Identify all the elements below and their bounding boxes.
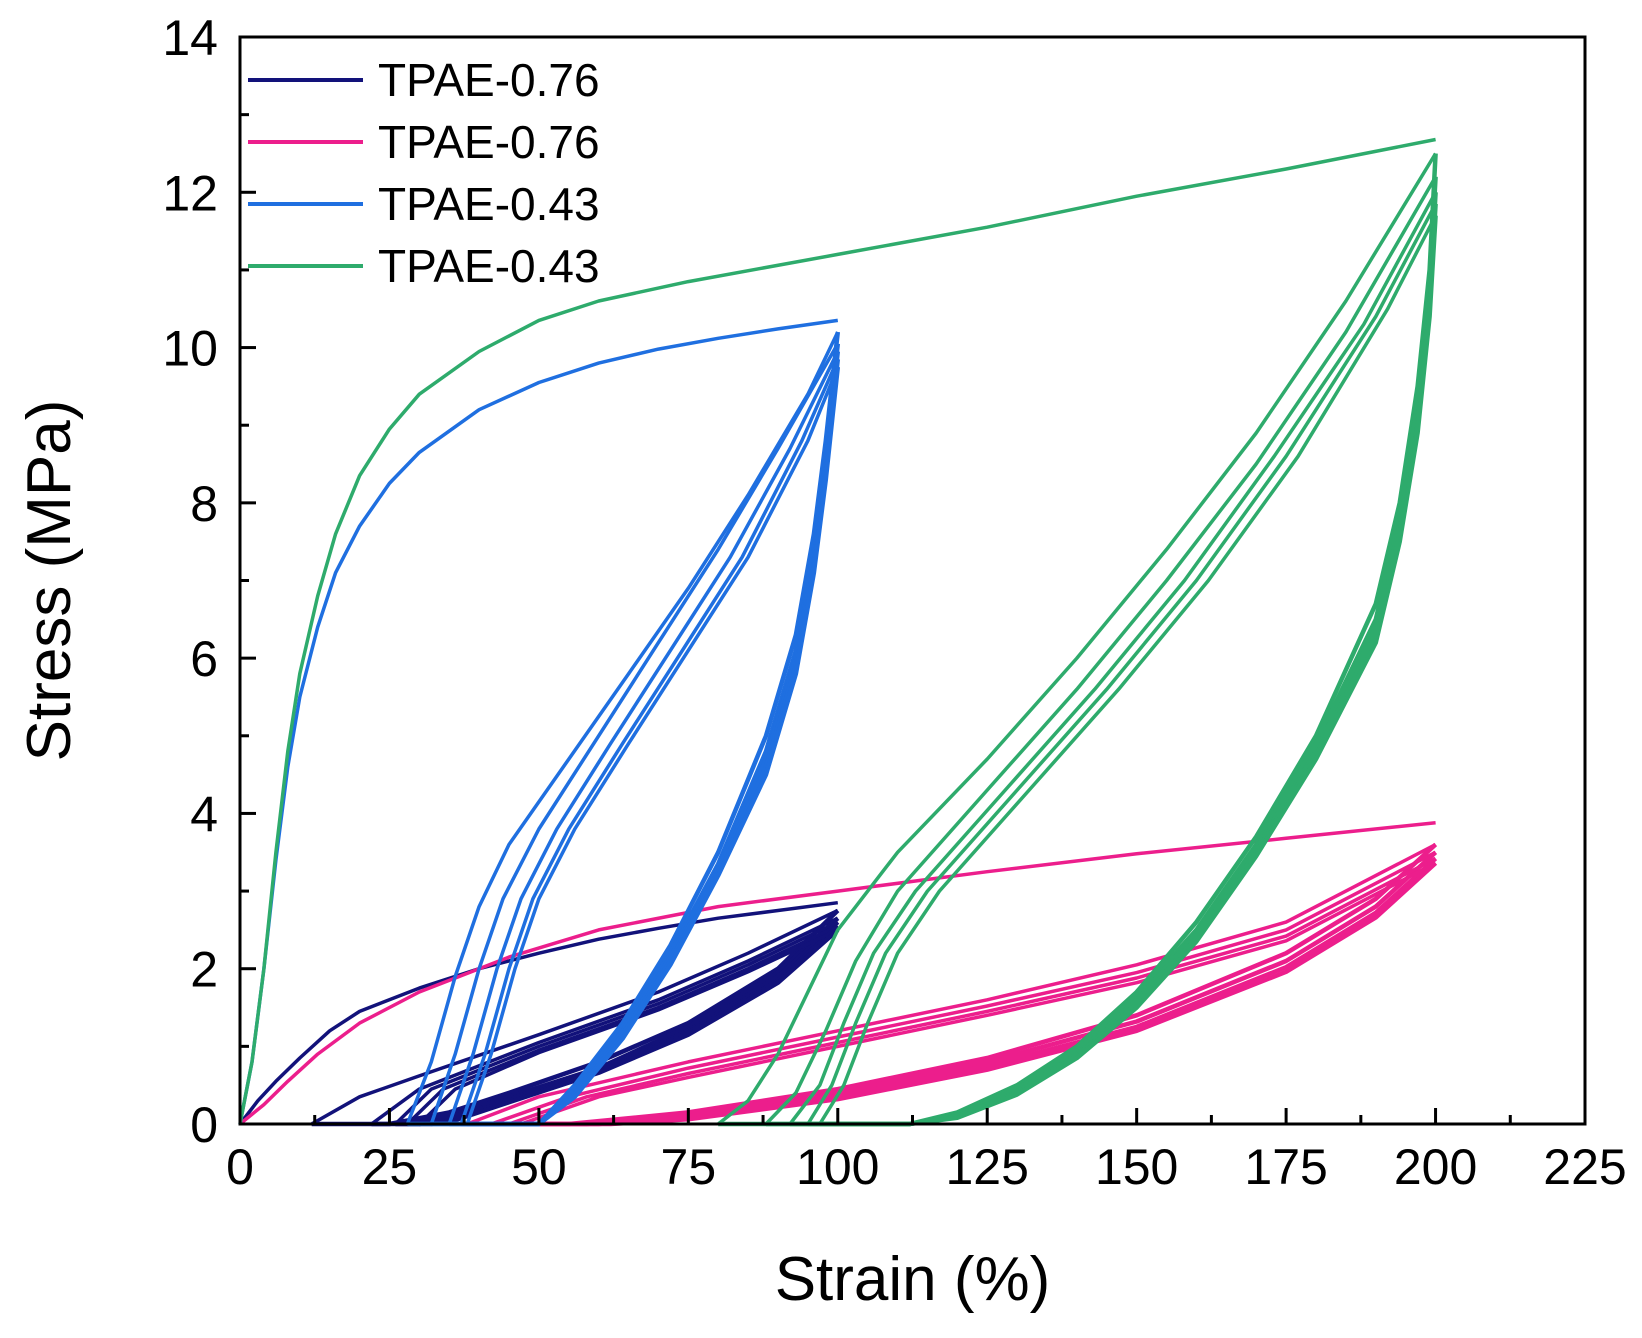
tick-labels: 0 25 50 75 100 125 150 175 200 225 0 2 4 6 8 10 12 14 bbox=[162, 10, 1626, 1195]
x-tick-label: 175 bbox=[1244, 1139, 1327, 1195]
series-cycle-unloading-line bbox=[467, 842, 1438, 1127]
y-tick-label: 12 bbox=[162, 165, 218, 221]
series-cycle-loading-line bbox=[717, 152, 1438, 1126]
series-cycle-loading-line bbox=[310, 908, 839, 1126]
x-tick-label: 25 bbox=[362, 1139, 418, 1195]
series-cycle-loading-line bbox=[429, 342, 840, 1125]
series-group bbox=[238, 318, 841, 1127]
series-cycle-loading-line bbox=[806, 203, 1438, 1125]
x-tick-label: 125 bbox=[946, 1139, 1029, 1195]
x-tick-label: 150 bbox=[1095, 1139, 1178, 1195]
series-cycle-loading-line bbox=[508, 856, 1437, 1126]
curves-layer bbox=[238, 137, 1438, 1127]
x-axis-title: Strain (%) bbox=[775, 1245, 1051, 1314]
series-cycle-unloading-line bbox=[467, 366, 841, 1127]
series-first-loading-line bbox=[238, 137, 1436, 1125]
series-cycle-loading-line bbox=[447, 350, 840, 1125]
x-tick-label: 0 bbox=[226, 1139, 254, 1195]
series-cycle-loading-line bbox=[490, 850, 1437, 1126]
series-cycle-loading-line bbox=[418, 928, 839, 1126]
series-first-loading-line bbox=[238, 900, 839, 1126]
series-cycle-loading-line bbox=[764, 175, 1438, 1126]
legend-label: TPAE-0.43 bbox=[378, 178, 600, 230]
series-cycle-loading-line bbox=[788, 191, 1438, 1126]
x-tick-label: 75 bbox=[661, 1139, 717, 1195]
y-tick-label: 0 bbox=[190, 1097, 218, 1153]
series-cycle-loading-line bbox=[466, 842, 1437, 1126]
series-cycle-unloading-line bbox=[521, 861, 1438, 1127]
legend: TPAE-0.76 TPAE-0.76 TPAE-0.43 TPAE-0.43 bbox=[248, 54, 600, 292]
series-first-loading-line bbox=[238, 318, 839, 1125]
y-tick-label: 6 bbox=[190, 631, 218, 687]
y-tick-label: 8 bbox=[190, 476, 218, 532]
series-group bbox=[238, 137, 1438, 1127]
series-cycle-unloading-line bbox=[819, 215, 1438, 1127]
series-cycle-loading-line bbox=[459, 358, 840, 1125]
series-cycle-loading-line bbox=[406, 924, 839, 1126]
x-tick-label: 50 bbox=[511, 1139, 567, 1195]
series-first-loading-line bbox=[238, 820, 1436, 1126]
x-tick-label: 100 bbox=[796, 1139, 879, 1195]
y-tick-label: 4 bbox=[190, 786, 218, 842]
series-cycle-loading-line bbox=[394, 920, 839, 1126]
legend-label: TPAE-0.76 bbox=[378, 54, 600, 106]
series-cycle-loading-line bbox=[465, 366, 840, 1125]
y-tick-label: 14 bbox=[162, 10, 218, 66]
series-group bbox=[238, 820, 1438, 1127]
series-cycle-loading-line bbox=[405, 331, 840, 1125]
y-tick-label: 10 bbox=[162, 321, 218, 377]
y-axis-title: Stress (MPa) bbox=[15, 400, 84, 762]
x-tick-label: 200 bbox=[1394, 1139, 1477, 1195]
x-tick-label: 225 bbox=[1543, 1139, 1626, 1195]
series-group bbox=[238, 900, 840, 1127]
legend-label: TPAE-0.43 bbox=[378, 240, 600, 292]
y-tick-label: 2 bbox=[190, 942, 218, 998]
legend-label: TPAE-0.76 bbox=[378, 116, 600, 168]
series-cycle-loading-line bbox=[370, 916, 839, 1126]
axis-ticks bbox=[238, 35, 1587, 1126]
series-cycle-loading-line bbox=[818, 214, 1438, 1125]
series-cycle-loading-line bbox=[520, 861, 1437, 1126]
series-cycle-unloading-line bbox=[718, 153, 1438, 1127]
series-cycle-unloading-line bbox=[491, 850, 1438, 1127]
